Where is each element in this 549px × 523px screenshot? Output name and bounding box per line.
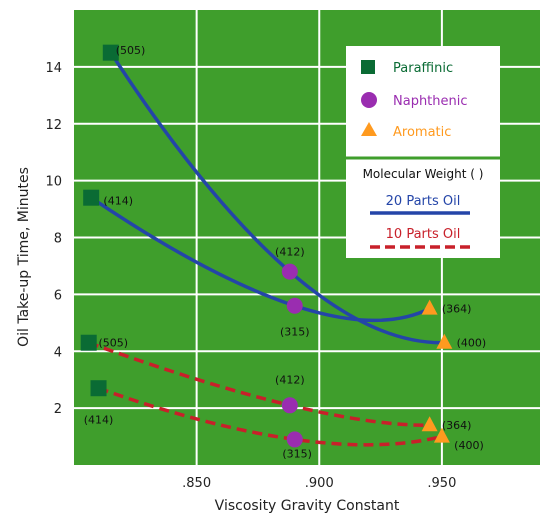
- aromatic-marker: [421, 416, 438, 432]
- markers: [80, 44, 453, 448]
- aromatic-marker: [436, 333, 453, 349]
- y-axis-title: Oil Take-up Time, Minutes: [16, 167, 32, 347]
- x-axis-title: Viscosity Gravity Constant: [215, 498, 400, 514]
- point-label: (315): [280, 325, 310, 338]
- x-tick-label: .850: [182, 476, 211, 491]
- point-label: (412): [275, 374, 305, 387]
- paraffinic-marker: [83, 189, 100, 206]
- legend-aromatic-label: Aromatic: [393, 125, 451, 140]
- legend-10-parts-label: 10 Parts Oil: [386, 227, 461, 242]
- aromatic-marker: [421, 299, 438, 315]
- legend: Paraffinic Naphthenic Aromatic Molecular…: [346, 46, 500, 258]
- y-tick-label: 14: [45, 61, 62, 76]
- point-label: (364): [442, 419, 472, 432]
- naphthenic-marker: [281, 263, 298, 280]
- x-tick-labels: .850 .900 .950: [182, 476, 456, 491]
- paraffinic-marker: [90, 380, 107, 397]
- y-tick-label: 4: [54, 345, 62, 360]
- y-tick-label: 12: [45, 118, 62, 133]
- y-tick-label: 10: [45, 175, 62, 190]
- naphthenic-marker: [286, 431, 303, 448]
- point-label: (505): [99, 337, 129, 350]
- point-labels: (505) (414) (412) (315) (364) (400) (505) (412)…: [84, 44, 486, 461]
- paraffinic-marker: [80, 334, 97, 351]
- naphthenic-marker: [286, 297, 303, 314]
- legend-paraffinic-label: Paraffinic: [393, 61, 453, 76]
- legend-aromatic-marker: [361, 122, 377, 136]
- y-tick-label: 2: [54, 402, 62, 417]
- point-label: (315): [282, 448, 312, 461]
- legend-paraffinic-marker: [361, 60, 375, 74]
- paraffinic-marker: [102, 44, 119, 61]
- point-label: (414): [84, 414, 114, 427]
- legend-mw-title: Molecular Weight ( ): [363, 167, 484, 181]
- point-label: (400): [454, 439, 484, 452]
- point-label: (412): [275, 246, 305, 259]
- y-tick-labels: 2 4 6 8 10 12 14: [45, 61, 62, 417]
- point-label: (364): [442, 303, 472, 316]
- legend-naphthenic-marker: [361, 92, 377, 108]
- legend-naphthenic-label: Naphthenic: [393, 94, 468, 109]
- point-label: (400): [457, 337, 487, 350]
- point-label: (505): [116, 44, 146, 57]
- x-tick-label: .900: [305, 476, 334, 491]
- aromatic-marker: [433, 427, 450, 443]
- naphthenic-marker: [281, 397, 298, 414]
- x-tick-label: .950: [427, 476, 456, 491]
- y-tick-label: 8: [54, 232, 62, 247]
- legend-box: [346, 46, 500, 258]
- y-tick-label: 6: [54, 288, 62, 303]
- point-label: (414): [103, 195, 133, 208]
- legend-20-parts-label: 20 Parts Oil: [386, 194, 461, 209]
